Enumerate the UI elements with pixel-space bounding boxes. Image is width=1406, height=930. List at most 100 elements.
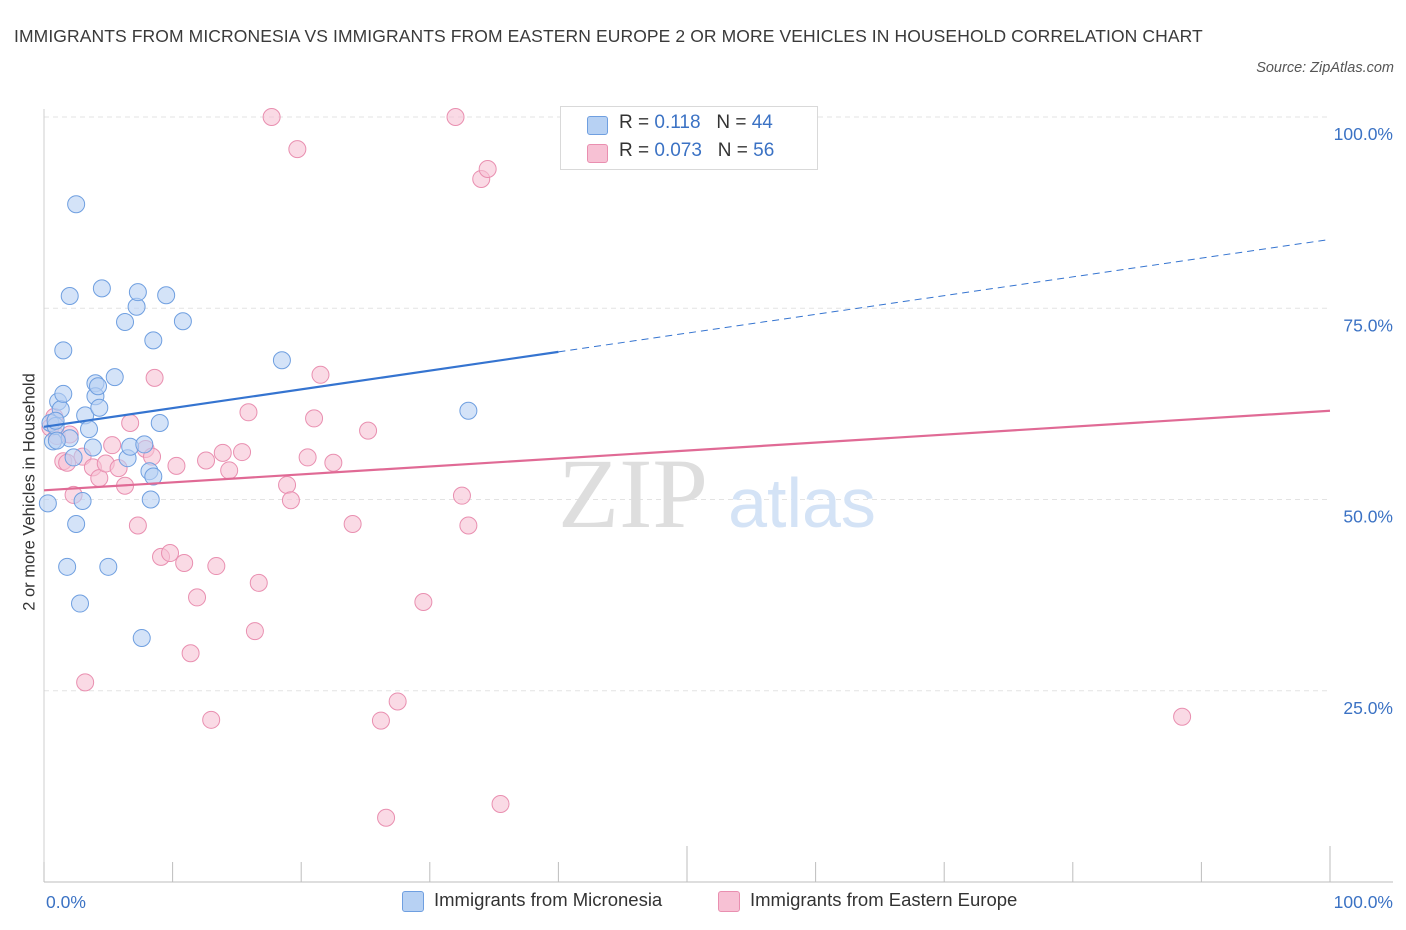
eastern-europe-point xyxy=(233,443,252,462)
chart-title: IMMIGRANTS FROM MICRONESIA VS IMMIGRANTS… xyxy=(14,26,1203,46)
eastern-europe-points xyxy=(41,108,1192,827)
bottom-legend-swatch-micronesia xyxy=(402,891,424,912)
bottom-legend-label: Immigrants from Eastern Europe xyxy=(750,889,1018,910)
eastern-europe-point xyxy=(388,692,407,711)
eastern-europe-point xyxy=(239,403,258,422)
eastern-europe-point xyxy=(202,710,221,729)
y-axis-label: 2 or more Vehicles in Household xyxy=(20,373,39,611)
eastern-europe-point xyxy=(377,808,396,827)
micronesia-point xyxy=(47,431,66,450)
micronesia-point xyxy=(90,398,109,417)
micronesia-point xyxy=(141,490,160,509)
micronesia-trend-line xyxy=(43,350,559,428)
micronesia-point xyxy=(157,286,176,305)
micronesia-point xyxy=(60,287,79,306)
eastern-europe-point xyxy=(175,553,194,572)
micronesia-point xyxy=(132,628,151,647)
x-tick-label: 100.0% xyxy=(1334,892,1393,912)
eastern-europe-point xyxy=(359,421,378,440)
micronesia-point xyxy=(73,492,92,511)
bottom-legend-label: Immigrants from Micronesia xyxy=(434,889,663,910)
legend-n-value: 56 xyxy=(753,140,775,161)
eastern-europe-point xyxy=(446,108,465,126)
eastern-europe-point xyxy=(324,453,343,472)
micronesia-point xyxy=(89,377,108,396)
eastern-europe-point xyxy=(249,573,268,592)
micronesia-point xyxy=(144,331,163,350)
watermark-layer: ZIP atlas xyxy=(558,438,876,549)
micronesia-point xyxy=(67,195,86,214)
micronesia-point xyxy=(105,368,124,387)
micronesia-point xyxy=(99,557,118,576)
stats-legend: R = 0.118 N = 44 R = 0.073 N = 56 xyxy=(560,106,818,170)
legend-r-value: 0.073 xyxy=(654,140,702,161)
eastern-europe-point xyxy=(491,794,510,813)
micronesia-point xyxy=(38,494,57,513)
eastern-europe-point xyxy=(161,544,180,563)
legend-r-value: 0.118 xyxy=(654,112,701,133)
eastern-europe-point xyxy=(452,486,471,505)
micronesia-point xyxy=(58,557,77,576)
y-tick-label: 50.0% xyxy=(1343,507,1393,527)
x-tick-label: 0.0% xyxy=(46,892,86,912)
y-tick-label: 100.0% xyxy=(1334,124,1393,144)
eastern-europe-point xyxy=(478,160,497,179)
eastern-europe-point xyxy=(220,461,239,480)
micronesia-point xyxy=(150,414,169,432)
micronesia-point xyxy=(459,401,478,420)
y-tick-label: 25.0% xyxy=(1343,698,1393,718)
legend-swatch-micronesia xyxy=(587,116,608,135)
micronesia-trend-extension xyxy=(558,238,1331,353)
eastern-europe-point xyxy=(188,588,207,607)
eastern-europe-point xyxy=(288,140,307,159)
trend-layer xyxy=(43,238,1331,492)
source-credit: Source: ZipAtlas.com xyxy=(1256,60,1394,76)
axis-layer xyxy=(43,109,1393,883)
micronesia-point xyxy=(116,313,135,332)
grid-layer xyxy=(44,116,1330,692)
watermark-atlas: atlas xyxy=(728,464,876,542)
eastern-europe-point xyxy=(305,409,324,428)
micronesia-point xyxy=(80,420,99,439)
eastern-europe-point xyxy=(181,644,200,663)
eastern-europe-point xyxy=(278,475,297,494)
eastern-europe-point xyxy=(459,516,478,535)
micronesia-point xyxy=(67,514,86,533)
eastern-europe-point xyxy=(167,456,186,475)
eastern-europe-point xyxy=(103,436,122,455)
micronesia-point xyxy=(144,467,163,486)
eastern-europe-point xyxy=(213,443,232,462)
micronesia-point xyxy=(64,448,83,467)
micronesia-point xyxy=(92,279,111,298)
legend-n-label: N = xyxy=(717,140,754,161)
eastern-europe-point xyxy=(145,368,164,387)
eastern-europe-point xyxy=(197,451,216,470)
micronesia-point xyxy=(54,341,73,360)
eastern-europe-point xyxy=(76,673,95,692)
micronesia-point xyxy=(135,435,154,454)
micronesia-point xyxy=(128,283,147,302)
micronesia-point xyxy=(272,351,291,370)
eastern-europe-point xyxy=(371,711,390,730)
micronesia-point xyxy=(83,438,102,457)
y-tick-label: 75.0% xyxy=(1343,315,1393,335)
legend-n-label: N = xyxy=(716,112,752,133)
eastern-europe-point xyxy=(1173,707,1192,726)
micronesia-point xyxy=(173,312,192,331)
eastern-europe-point xyxy=(121,414,140,432)
eastern-europe-point xyxy=(281,491,300,510)
eastern-europe-point xyxy=(414,593,433,612)
eastern-europe-trend-line xyxy=(43,409,1331,492)
eastern-europe-point xyxy=(128,516,147,535)
eastern-europe-point xyxy=(262,108,281,126)
eastern-europe-point xyxy=(311,365,330,384)
tick-label-layer: 25.0% 50.0% 75.0% 100.0% 0.0% 100.0% xyxy=(46,124,1393,912)
legend-r-label: R = xyxy=(619,112,655,133)
micronesia-point xyxy=(71,594,90,613)
eastern-europe-point xyxy=(343,514,362,533)
legend-n-value: 44 xyxy=(751,112,773,133)
legend-r-label: R = xyxy=(619,140,655,161)
eastern-europe-point xyxy=(207,557,226,576)
micronesia-point xyxy=(54,384,73,403)
